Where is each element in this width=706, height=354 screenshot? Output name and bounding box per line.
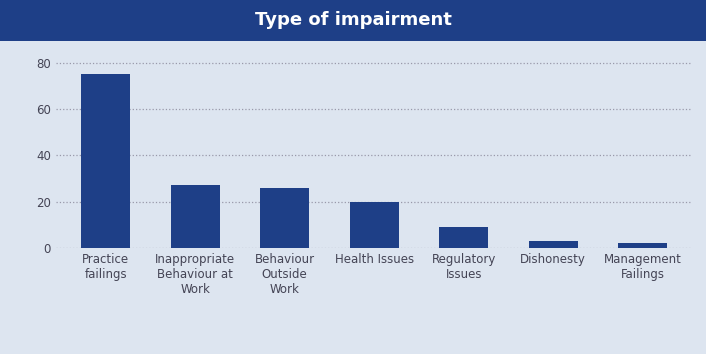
Bar bbox=[260, 188, 309, 248]
Bar bbox=[618, 243, 667, 248]
Bar bbox=[81, 74, 131, 248]
Bar bbox=[439, 227, 489, 248]
Text: Type of impairment: Type of impairment bbox=[255, 11, 451, 29]
Bar bbox=[349, 201, 399, 248]
Bar bbox=[171, 185, 220, 248]
Bar bbox=[529, 241, 578, 248]
